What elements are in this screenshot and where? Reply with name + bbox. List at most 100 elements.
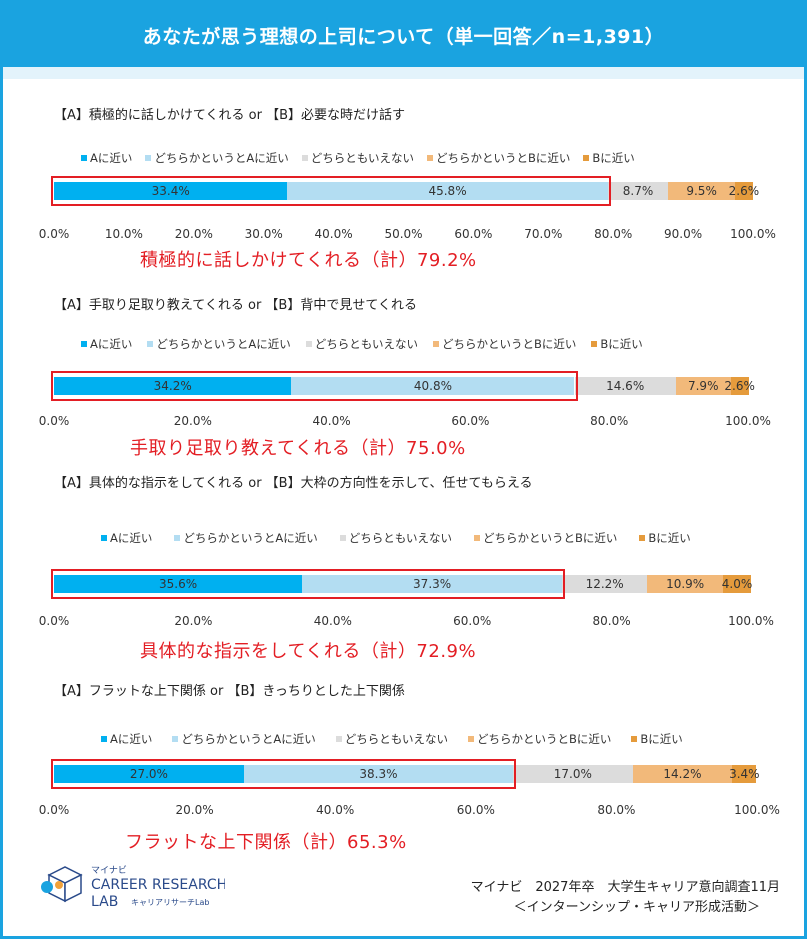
x-tick-label: 0.0% <box>38 803 70 817</box>
legend-label: どちらかというとBに近い <box>436 151 571 165</box>
bar-segment <box>732 765 757 783</box>
legend-swatch <box>335 736 342 742</box>
question-title: 【A】積極的に話しかけてくれる or 【B】必要な時だけ話す <box>54 108 405 123</box>
highlight-box <box>51 759 517 789</box>
legend-item: どちらかというとAに近い <box>145 150 289 166</box>
stacked-bar: 33.4% 45.8% 8.7% 9.5% 2.6% <box>54 182 759 200</box>
bar-value-label: 27.0% <box>129 767 168 781</box>
legend-swatch <box>81 155 87 161</box>
logo-sub-text: キャリアリサーチLab <box>131 898 209 907</box>
legend-swatch <box>301 155 308 161</box>
bar-segment <box>607 182 669 200</box>
x-tick-label: 20.0% <box>175 803 214 817</box>
question-title: 【A】具体的な指示をしてくれる or 【B】大枠の方向性を示して、任せてもらえる <box>54 476 533 491</box>
legend-label: どちらともいえない <box>310 151 415 165</box>
legend-swatch <box>433 341 440 347</box>
legend-label: どちらかというとAに近い <box>156 337 291 351</box>
legend-swatch <box>101 535 107 541</box>
x-tick-label: 100.0% <box>725 414 771 428</box>
bar-segment <box>54 765 244 783</box>
x-tick-label: 20.0% <box>174 614 213 628</box>
legend-swatch <box>305 341 312 347</box>
x-axis: 0.0% 20.0% 40.0% 60.0% 80.0% 100.0% <box>39 414 771 428</box>
bar-value-label: 38.3% <box>359 767 398 781</box>
legend-label: どちらともいえない <box>314 337 419 351</box>
bar-segment <box>54 182 288 200</box>
bar-value-label: 34.2% <box>153 379 192 393</box>
legend-swatch <box>101 736 107 742</box>
bar-value-label: 10.9% <box>666 577 705 591</box>
legend-swatch <box>631 736 638 742</box>
legend-label: どちらかというとAに近い <box>181 732 316 746</box>
highlight-box <box>51 176 611 206</box>
legend-item: Bに近い <box>639 530 691 546</box>
cube-icon <box>41 866 83 903</box>
bar-segment <box>647 575 724 593</box>
summary-callout: フラットな上下関係（計）65.3% <box>125 832 407 853</box>
bar-value-label: 12.2% <box>585 577 624 591</box>
x-axis: 0.0% 20.0% 40.0% 60.0% 80.0% 100.0% <box>39 614 774 628</box>
bar-segment <box>54 575 303 593</box>
logo-line1-text: CAREER RESEARCH <box>91 877 225 893</box>
legend-label: Bに近い <box>592 151 635 165</box>
x-tick-label: 80.0% <box>590 414 629 428</box>
x-tick-label: 20.0% <box>174 227 213 241</box>
bar-value-label: 17.0% <box>553 767 592 781</box>
x-tick-label: 0.0% <box>38 227 70 241</box>
career-research-lab-logo: マイナビ CAREER RESEARCH LAB キャリアリサーチLab <box>41 865 225 910</box>
x-tick-label: 50.0% <box>384 227 423 241</box>
legend-item: Bに近い <box>631 731 683 747</box>
legend-item: どちらかというとAに近い <box>147 336 291 352</box>
bar-segment <box>632 765 733 783</box>
legend-label: どちらかというとAに近い <box>183 531 318 545</box>
legend-swatch <box>174 535 181 541</box>
legend-label: どちらかというとAに近い <box>154 151 289 165</box>
bar-value-label: 2.6% <box>728 184 760 198</box>
legend-label: Bに近い <box>600 337 643 351</box>
bar-value-label: 7.9% <box>687 379 719 393</box>
bar-value-label: 9.5% <box>686 184 717 198</box>
x-tick-label: 100.0% <box>730 227 776 241</box>
x-tick-label: 80.0% <box>592 614 631 628</box>
bar-segment <box>562 575 648 593</box>
bar-value-label: 37.3% <box>413 577 452 591</box>
header-band <box>3 67 804 79</box>
bar-segment <box>243 765 514 783</box>
legend-item: どちらともいえない <box>305 336 419 352</box>
bar-value-label: 33.4% <box>151 184 190 198</box>
x-tick-label: 60.0% <box>454 227 493 241</box>
highlight-box <box>51 371 578 401</box>
legend-swatch <box>583 155 590 161</box>
bar-segment <box>723 575 751 593</box>
legend-label: Aに近い <box>90 337 133 351</box>
legend-label: どちらともいえない <box>344 732 449 746</box>
legend-item: Bに近い <box>583 150 635 166</box>
legend-label: どちらともいえない <box>348 531 453 545</box>
bar-value-label: 45.8% <box>428 184 467 198</box>
logo-top-text: マイナビ <box>91 865 127 876</box>
legend-swatch <box>81 341 87 347</box>
legend-swatch <box>427 155 434 161</box>
legend-label: どちらかというとBに近い <box>477 732 612 746</box>
legend-item: Aに近い <box>81 336 132 352</box>
legend-item: どちらともいえない <box>339 530 453 546</box>
stacked-bar: 35.6% 37.3% 12.2% 10.9% 4.0% <box>54 575 752 593</box>
x-tick-label: 60.0% <box>451 414 490 428</box>
bar-segment <box>574 377 676 395</box>
x-tick-label: 20.0% <box>173 414 212 428</box>
chart-legend: Aに近い どちらかというとAに近い どちらともいえない どちらかというとBに近い Bに近… <box>81 336 658 352</box>
x-tick-label: 80.0% <box>594 227 633 241</box>
bar-segment <box>291 377 575 395</box>
question-title: 【A】手取り足取り教えてくれる or 【B】背中で見せてくれる <box>54 298 417 313</box>
legend-label: Aに近い <box>90 151 133 165</box>
footer-subtitle: ＜インターンシップ・キャリア形成活動＞ <box>513 900 760 915</box>
x-tick-label: 60.0% <box>456 803 495 817</box>
legend-label: Aに近い <box>110 531 153 545</box>
bar-value-label: 40.8% <box>413 379 452 393</box>
legend-label: どちらかというとBに近い <box>442 337 577 351</box>
x-axis: 0.0% 10.0% 20.0% 30.0% 40.0% 50.0% 60.0% 70.0% 8… <box>39 227 776 241</box>
x-tick-label: 90.0% <box>664 227 703 241</box>
x-tick-label: 40.0% <box>314 227 353 241</box>
legend-swatch <box>591 341 598 347</box>
